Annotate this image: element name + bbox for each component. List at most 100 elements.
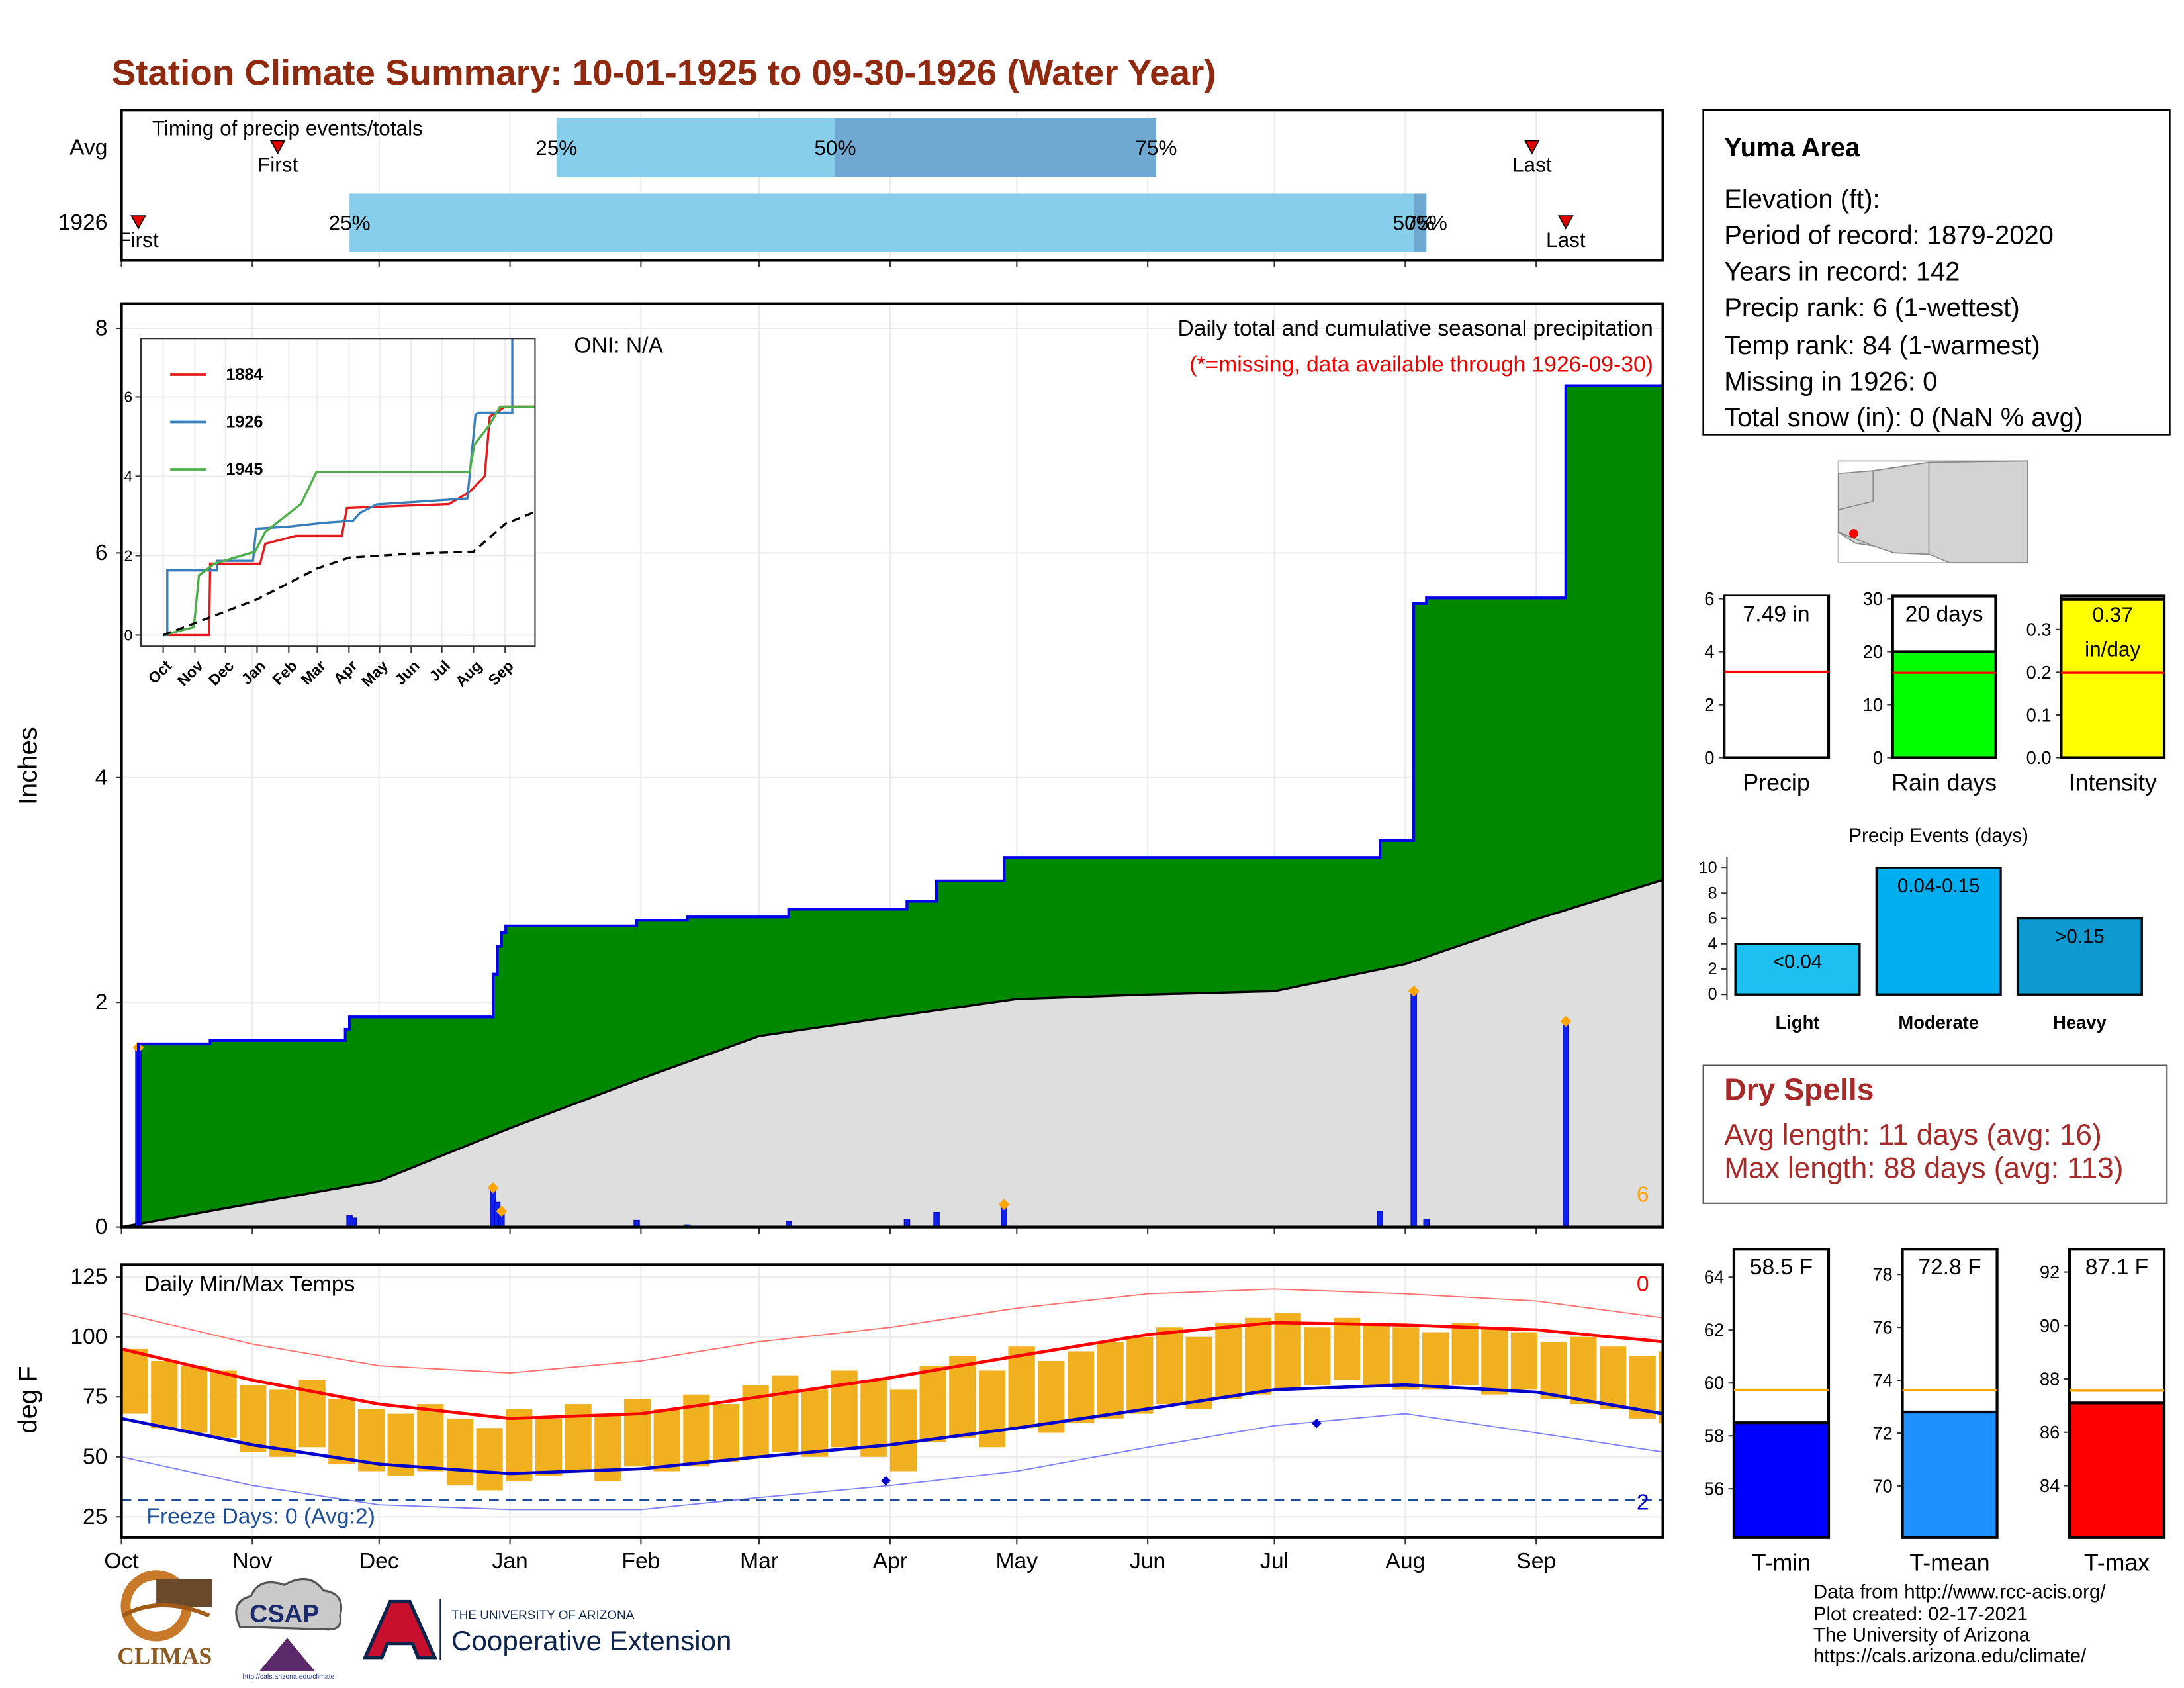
daily-range — [801, 1389, 829, 1457]
timing-bar — [1414, 193, 1427, 252]
row-label: Avg — [69, 136, 107, 160]
daily-range — [1540, 1341, 1567, 1399]
daily-range — [328, 1399, 355, 1464]
daily-range — [1481, 1327, 1508, 1395]
category-label: Rain days — [1891, 769, 1997, 796]
x-tick-label: Apr — [873, 1549, 907, 1573]
daily-range — [417, 1404, 444, 1472]
cumulative-line — [121, 384, 1663, 1227]
daily-range — [1570, 1336, 1597, 1405]
y-tick-label: 90 — [2040, 1315, 2060, 1336]
event-label: First — [257, 152, 298, 176]
y-tick-label: 0 — [1873, 747, 1883, 768]
daily-range — [919, 1366, 946, 1443]
chart-title: Timing of precip events/totals — [152, 117, 423, 140]
dry-spells-line: Avg length: 11 days (avg: 16) — [1724, 1119, 2102, 1151]
y-tick-label: 0 — [1704, 747, 1714, 768]
y-tick-label: 6 — [124, 388, 132, 405]
daily-bar — [1563, 1021, 1569, 1227]
daily-range — [772, 1375, 799, 1452]
y-tick-label: 74 — [1872, 1370, 1892, 1391]
x-tick-label: May — [996, 1549, 1038, 1573]
event-label: First — [118, 228, 159, 252]
y-tick-label: 6 — [1704, 588, 1714, 609]
station-line: Missing in 1926: 0 — [1724, 367, 1937, 396]
y-tick-label: 2 — [1708, 960, 1717, 978]
y-tick-label: 125 — [70, 1265, 107, 1289]
x-tick-label: Sep — [1516, 1549, 1556, 1573]
daily-bar — [1377, 1211, 1383, 1227]
y-tick-label: 4 — [124, 467, 132, 485]
daily-range — [623, 1399, 651, 1467]
footer-line: The University of Arizona — [1813, 1624, 2030, 1646]
bar — [1724, 596, 1829, 758]
daily-range — [121, 1348, 148, 1414]
daily-range — [1097, 1341, 1124, 1419]
inset-border — [140, 338, 536, 647]
y-tick-label: 78 — [1872, 1264, 1892, 1285]
y-tick-label: 2 — [95, 990, 108, 1015]
daily-range — [1363, 1323, 1390, 1385]
percent-label: 50% — [1393, 211, 1435, 235]
logo-text: CLIMAS — [117, 1643, 212, 1669]
daily-range — [653, 1409, 680, 1472]
x-tick-label: Aug — [1385, 1549, 1425, 1573]
y-tick-label: 0.3 — [2026, 619, 2052, 639]
daily-range — [506, 1409, 533, 1481]
bar — [1733, 1421, 1829, 1538]
daily-bar — [933, 1212, 940, 1227]
daily-range — [1067, 1351, 1095, 1424]
bar-label: 0.04-0.15 — [1897, 875, 1979, 897]
climas-logo: CLIMAS — [117, 1570, 212, 1669]
x-tick-label: Jan — [492, 1549, 527, 1573]
y-tick-label: 0.2 — [2026, 662, 2052, 682]
map-land — [1837, 460, 2028, 563]
station-line: Temp rank: 84 (1-warmest) — [1724, 331, 2040, 360]
logo-text: Cooperative Extension — [451, 1625, 731, 1656]
station-name: Yuma Area — [1724, 133, 1860, 162]
y-tick-label: 2 — [124, 547, 132, 564]
bar — [2016, 917, 2143, 996]
timing-bar — [835, 118, 1156, 177]
daily-range — [151, 1360, 178, 1429]
logo-shape — [156, 1579, 212, 1607]
daily-range — [1451, 1323, 1479, 1385]
footer-line: Data from http://www.rcc-acis.org/ — [1813, 1581, 2106, 1603]
y-tick-label: 10 — [1699, 859, 1717, 877]
y-tick-label: 0.0 — [2026, 747, 2052, 768]
timing-bar — [349, 193, 1414, 252]
y-tick-label: 2 — [1704, 694, 1714, 715]
chart-title: Precip Events (days) — [1848, 825, 2028, 847]
station-line: Precip rank: 6 (1-wettest) — [1724, 293, 2019, 322]
dry-spells-title: Dry Spells — [1724, 1072, 1874, 1106]
chart-subtitle: (*=missing, data available through 1926-… — [1189, 353, 1653, 377]
daily-range — [446, 1418, 474, 1486]
percent-label: 75% — [1135, 136, 1177, 160]
y-tick-label: 100 — [70, 1325, 107, 1349]
y-tick-label: 30 — [1863, 588, 1883, 609]
ua-logo: THE UNIVERSITY OF ARIZONA Cooperative Ex… — [362, 1599, 731, 1660]
y-tick-label: 8 — [95, 316, 108, 340]
count-label: 6 — [1637, 1183, 1649, 1207]
average-area — [121, 880, 1663, 1227]
value-label: 7.49 in — [1743, 602, 1810, 626]
event-marker — [1557, 215, 1574, 230]
y-axis-label: deg F — [14, 1366, 43, 1433]
bar — [2061, 598, 2165, 758]
timing-bar — [556, 118, 835, 177]
temp-line — [121, 1321, 1663, 1421]
x-tick-label: Feb — [621, 1549, 660, 1573]
plot-border — [120, 109, 1664, 262]
category-label: T-max — [2084, 1550, 2150, 1576]
daily-range — [240, 1385, 267, 1452]
y-tick-label: 76 — [1872, 1317, 1892, 1338]
event-label: Last — [1512, 152, 1552, 176]
logo-shape — [122, 1603, 210, 1618]
daily-range — [1333, 1317, 1361, 1380]
plot-border — [120, 302, 1664, 1229]
daily-range — [1599, 1346, 1627, 1409]
daily-bar — [786, 1221, 792, 1227]
locator-map — [1837, 460, 2028, 564]
y-tick-label: 75 — [83, 1385, 107, 1409]
y-tick-label: 64 — [1704, 1267, 1724, 1288]
